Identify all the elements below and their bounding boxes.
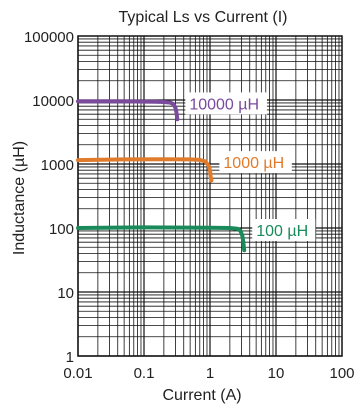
x-tick-label: 10 [268,365,285,382]
x-tick-label: 100 [329,365,354,382]
series-label-1: 1000 µH [223,155,284,172]
series-label-bg-1 [219,151,292,174]
x-tick-label: 0.1 [134,365,155,382]
series-label-bg-0 [185,92,267,115]
series-label-bg-2 [252,219,316,241]
y-tick-label: 1 [66,349,74,366]
chart-title: Typical Ls vs Current (I) [119,9,288,26]
series-label-0: 10000 µH [189,96,259,113]
plot-grid [77,36,342,357]
x-axis-label: Current (A) [162,387,241,404]
y-tick-label: 1000 [41,157,74,174]
series-line-0 [76,99,180,122]
y-axis-label: Inductance (µH) [11,141,28,255]
series-label-2: 100 µH [256,223,308,240]
y-tick-label: 100 [49,221,74,238]
series-layer [76,99,247,253]
series-labels: 10000 µH 1000 µH 100 µH [185,92,316,241]
series-line-1 [76,157,214,183]
series-line-2 [76,225,247,253]
x-tick-label: 1 [206,365,214,382]
tick-labels: 0.01 0.1 1 10 100 1 10 100 1000 10000 100000 [24,29,355,382]
x-tick-label: 0.01 [63,365,92,382]
plot-frame [77,35,343,357]
y-tick-label: 100000 [24,29,74,46]
y-tick-label: 10 [57,285,74,302]
y-tick-label: 10000 [32,93,74,110]
